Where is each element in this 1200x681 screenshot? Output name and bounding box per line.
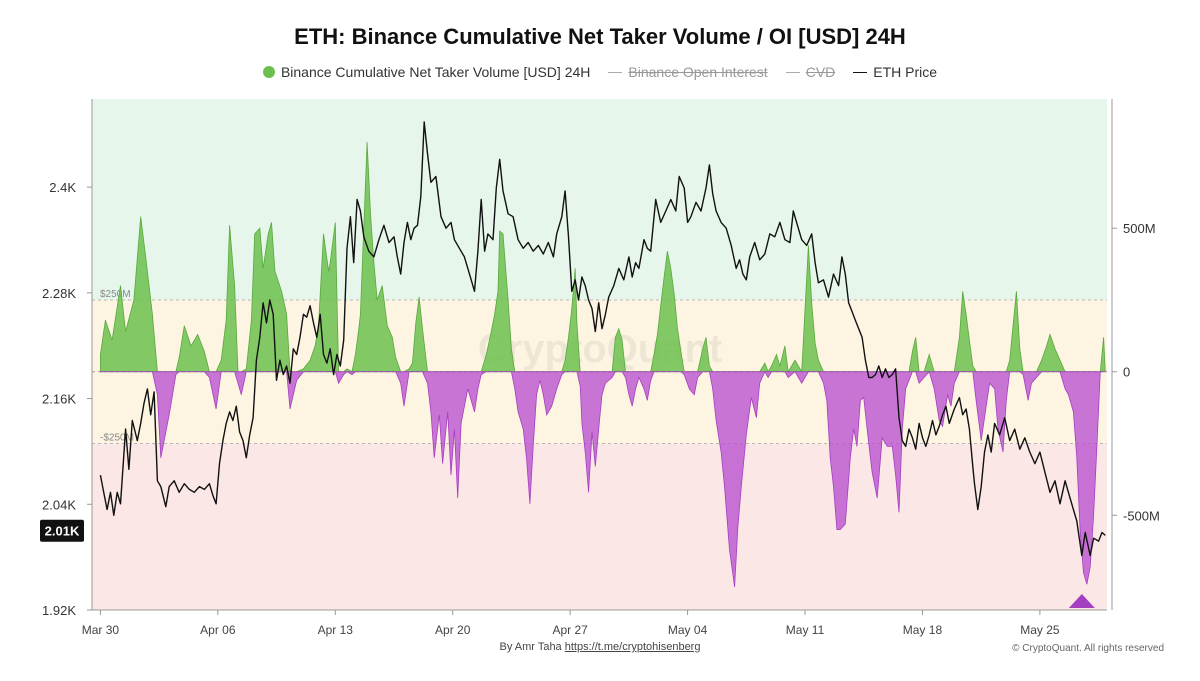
right-tick-label: 0 bbox=[1123, 365, 1130, 380]
left-tick-label: 2.16K bbox=[42, 392, 76, 407]
series-net-taker-volume-positive bbox=[99, 142, 1107, 374]
x-tick-label: Apr 20 bbox=[435, 623, 471, 637]
author-prefix: By Amr Taha bbox=[499, 641, 565, 653]
zone-neutral bbox=[92, 299, 1107, 444]
legend-marker-cvd bbox=[785, 71, 800, 73]
left-tick-label: 2.4K bbox=[49, 180, 76, 195]
left-tick-label: 2.28K bbox=[42, 286, 76, 301]
legend-marker-eth-price bbox=[853, 71, 868, 73]
legend-item-net-taker-volume[interactable]: Binance Cumulative Net Taker Volume [USD… bbox=[262, 64, 591, 80]
threshold-label-positive: $250M bbox=[100, 289, 131, 300]
watermark: CryptoQuant bbox=[478, 327, 722, 371]
author-credit: By Amr Taha https://t.me/cryptohisenberg bbox=[0, 641, 1200, 653]
x-tick-label: Apr 27 bbox=[552, 623, 588, 637]
chart-title: ETH: Binance Cumulative Net Taker Volume… bbox=[294, 24, 906, 49]
chart-legend: Binance Cumulative Net Taker Volume [USD… bbox=[0, 64, 1200, 80]
legend-item-eth-price[interactable]: ETH Price bbox=[853, 64, 937, 80]
x-tick-label: May 25 bbox=[1020, 623, 1060, 637]
right-tick-label: 500M bbox=[1123, 221, 1156, 236]
author-link[interactable]: https://t.me/cryptohisenberg bbox=[564, 641, 701, 653]
legend-label-cvd: CVD bbox=[805, 64, 836, 80]
x-tick-label: Mar 30 bbox=[82, 623, 120, 637]
copyright: © CryptoQuant. All rights reserved bbox=[1012, 643, 1164, 654]
legend-marker-net-taker-volume bbox=[262, 66, 275, 78]
current-price-label: 2.01K bbox=[45, 524, 80, 539]
legend-item-cvd[interactable]: CVD bbox=[785, 64, 836, 80]
legend-label-eth-price: ETH Price bbox=[873, 64, 938, 80]
x-tick-label: Apr 13 bbox=[318, 623, 354, 637]
left-tick-label: 2.04K bbox=[42, 497, 76, 512]
zone-bearish bbox=[92, 443, 1107, 610]
x-tick-label: Apr 06 bbox=[200, 623, 236, 637]
series-net-taker-volume-negative bbox=[99, 370, 1107, 588]
series-eth-price-line bbox=[99, 121, 1106, 557]
left-tick-label: 1.92K bbox=[42, 603, 76, 618]
legend-marker-open-interest bbox=[608, 71, 623, 73]
current-price-badge bbox=[40, 519, 84, 542]
x-tick-label: May 11 bbox=[786, 623, 825, 637]
right-tick-label: -500M bbox=[1123, 508, 1160, 523]
x-tick-label: May 04 bbox=[668, 623, 708, 637]
signal-marker bbox=[1068, 594, 1095, 608]
threshold-label-negative: -$250M bbox=[100, 432, 134, 443]
legend-label-open-interest: Binance Open Interest bbox=[628, 64, 768, 80]
legend-label-net-taker-volume: Binance Cumulative Net Taker Volume [USD… bbox=[280, 64, 591, 80]
x-tick-label: May 18 bbox=[903, 623, 943, 637]
legend-item-open-interest[interactable]: Binance Open Interest bbox=[608, 64, 768, 80]
zone-bullish bbox=[92, 99, 1107, 300]
